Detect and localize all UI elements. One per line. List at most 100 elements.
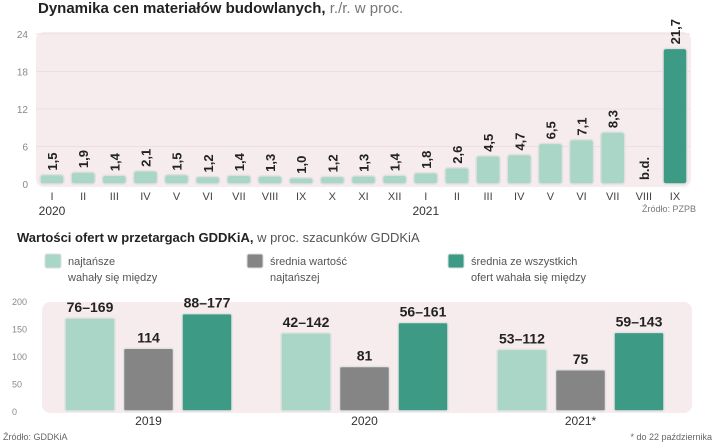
bar — [101, 174, 128, 185]
data-label: 114 — [137, 329, 160, 345]
data-label: 1,2 — [201, 154, 216, 172]
data-label: 1,8 — [419, 151, 434, 169]
bar — [554, 369, 607, 412]
data-label: b.d. — [637, 157, 652, 180]
bar — [319, 175, 346, 185]
y-tick-label: 100 — [12, 352, 27, 362]
bar — [70, 171, 96, 185]
source-note: Źródło: PZPB — [642, 204, 696, 214]
data-label: 59–143 — [616, 313, 663, 329]
bar — [350, 175, 377, 185]
data-label: 4,5 — [481, 134, 496, 152]
x-tick-label: II — [80, 191, 86, 203]
x-tick-label: XII — [388, 191, 401, 203]
x-tick-label: V — [173, 191, 181, 203]
x-tick-label: VIII — [262, 191, 279, 203]
data-label: 75 — [573, 351, 589, 367]
bar — [537, 142, 564, 185]
bar — [444, 167, 470, 185]
legend-swatch — [44, 253, 62, 269]
data-label: 6,5 — [543, 121, 558, 139]
data-label: 1,9 — [76, 150, 91, 168]
legend-swatch — [246, 253, 264, 269]
bar — [122, 347, 175, 412]
bar — [288, 177, 314, 185]
bar — [64, 317, 116, 412]
data-label: 7,1 — [575, 118, 590, 136]
x-tick-label: III — [484, 191, 493, 203]
x-tick-label: II — [454, 191, 460, 203]
bar — [39, 173, 65, 185]
bar — [181, 312, 233, 412]
data-label: 1,4 — [232, 152, 247, 171]
bar — [226, 174, 252, 185]
y-tick-label: 0 — [22, 180, 28, 191]
bar — [381, 174, 408, 185]
legend-label: najtańszej — [270, 272, 320, 284]
x-tick-label: 2020 — [351, 414, 378, 428]
title-text: Dynamika cen materiałów budowlanych, — [38, 0, 326, 17]
x-tick-label: IV — [140, 191, 151, 203]
x-tick-label: XI — [358, 191, 368, 203]
x-tick-label: III — [110, 191, 119, 203]
chart-title: Dynamika cen materiałów budowlanych, r./… — [38, 0, 403, 17]
year-label: 2021 — [412, 204, 439, 218]
data-label: 88–177 — [184, 295, 231, 311]
data-label: 81 — [357, 347, 373, 363]
data-label: 56–161 — [400, 303, 447, 319]
bar — [163, 173, 190, 185]
data-label: 42–142 — [283, 314, 330, 330]
subtitle-text: w proc. szacunków GDDKiA — [253, 230, 419, 245]
bar — [397, 321, 449, 412]
x-tick-label: IX — [296, 191, 307, 203]
chart-title: Wartości ofert w przetargach GDDKiA, w p… — [17, 230, 420, 245]
bar — [195, 175, 221, 185]
bar — [613, 331, 665, 412]
y-tick-label: 18 — [17, 68, 29, 79]
legend-swatch — [447, 253, 465, 269]
x-tick-label: VIII — [636, 191, 653, 203]
data-label: 1,3 — [263, 154, 278, 172]
subtitle-text: r./r. w proc. — [326, 0, 404, 17]
x-tick-label: IV — [514, 191, 525, 203]
data-label: 1,5 — [170, 153, 185, 171]
x-tick-label: VI — [203, 191, 213, 203]
bar — [599, 131, 626, 185]
data-label: 2,1 — [138, 149, 153, 167]
y-tick-label: 50 — [12, 380, 22, 390]
y-tick-label: 6 — [22, 143, 28, 154]
data-label: 1,0 — [294, 156, 309, 174]
legend-label: średnia ze wszystkich — [471, 256, 577, 268]
data-label: 1,2 — [325, 154, 340, 172]
data-label: 4,7 — [512, 133, 527, 151]
x-tick-label: VII — [606, 191, 619, 203]
data-label: 76–169 — [67, 299, 114, 315]
bar — [338, 365, 391, 412]
legend-label: najtańsze — [68, 256, 115, 268]
x-tick-label: I — [424, 191, 427, 203]
bar — [413, 172, 439, 185]
year-label: 2020 — [39, 204, 66, 218]
data-label: 8,3 — [606, 110, 621, 128]
data-label: 21,7 — [668, 19, 683, 44]
data-label: 1,3 — [357, 154, 372, 172]
legend-label: wahały się między — [67, 272, 158, 284]
x-tick-label: V — [547, 191, 555, 203]
y-tick-label: 24 — [17, 30, 29, 41]
data-label: 2,6 — [450, 146, 465, 164]
x-tick-label: VII — [232, 191, 245, 203]
y-tick-label: 0 — [12, 407, 17, 417]
x-tick-label: I — [50, 191, 53, 203]
x-tick-label: VI — [576, 191, 586, 203]
x-tick-label: 2019 — [135, 414, 162, 428]
data-label: 1,4 — [107, 152, 122, 171]
bar — [257, 175, 283, 185]
title-text: Wartości ofert w przetargach GDDKiA, — [17, 230, 253, 245]
bar — [132, 170, 159, 185]
legend-label: ofert wahała się między — [471, 272, 586, 284]
y-tick-label: 200 — [12, 297, 27, 307]
bar — [280, 332, 332, 412]
bar — [475, 155, 501, 185]
footnote: * do 22 października — [630, 432, 712, 442]
